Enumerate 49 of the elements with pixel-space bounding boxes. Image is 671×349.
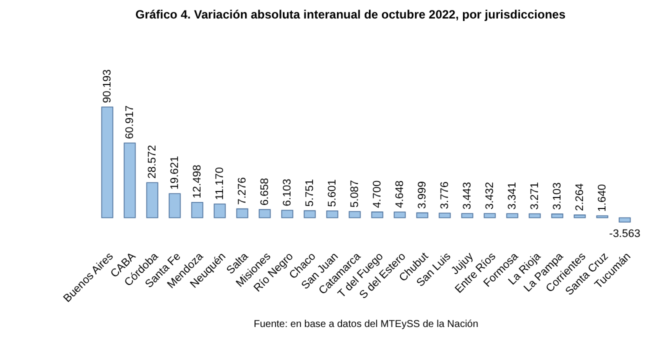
data-label: 6.658 <box>258 178 271 206</box>
bar <box>371 212 384 218</box>
bar <box>484 213 496 218</box>
data-label: 4.700 <box>371 180 384 208</box>
bar <box>168 193 181 218</box>
bar <box>574 214 586 218</box>
bar <box>101 106 114 218</box>
bar <box>236 208 248 218</box>
data-label: 5.751 <box>304 179 316 207</box>
data-label: 1.640 <box>596 184 608 212</box>
data-label: 6.103 <box>281 178 294 206</box>
bar <box>281 210 294 218</box>
data-label: 11.170 <box>214 167 226 200</box>
data-label: 2.264 <box>574 183 586 211</box>
data-label: 28.572 <box>146 145 158 179</box>
data-label: 5.087 <box>348 180 361 208</box>
bar <box>258 209 271 218</box>
data-label: 12.498 <box>191 164 204 198</box>
bar <box>191 202 204 218</box>
data-label: 4.648 <box>394 180 406 208</box>
data-label: 3.271 <box>528 182 541 210</box>
data-label: 3.103 <box>551 182 564 210</box>
data-label: 7.276 <box>236 177 248 205</box>
bar <box>326 210 338 218</box>
bar <box>416 212 428 218</box>
bar <box>506 213 518 218</box>
bar <box>214 204 226 218</box>
data-label: -3.563 <box>609 228 640 240</box>
data-label: 5.601 <box>326 179 338 207</box>
data-label: 3.776 <box>438 182 451 210</box>
bar <box>461 213 474 218</box>
bar <box>528 213 541 218</box>
data-label: 90.193 <box>101 69 114 104</box>
bar <box>348 211 361 218</box>
chart-title: Gráfico 4. Variación absoluta interanual de octubre 2022, por jurisdicciones <box>135 7 566 22</box>
bar <box>551 214 564 218</box>
data-label: 19.621 <box>168 156 181 190</box>
bar <box>394 212 406 218</box>
bar <box>438 212 451 218</box>
data-label: 60.917 <box>124 105 136 139</box>
bar <box>304 210 316 218</box>
data-label: 3.443 <box>461 182 474 210</box>
data-label: 3.341 <box>506 182 518 210</box>
bar <box>124 142 136 218</box>
data-label: 3.999 <box>416 181 428 209</box>
data-label: 3.432 <box>484 182 496 210</box>
bar <box>618 217 631 222</box>
bar <box>146 182 158 218</box>
source-note: Fuente: en base a datos del MTEySS de la Nación <box>254 319 478 330</box>
